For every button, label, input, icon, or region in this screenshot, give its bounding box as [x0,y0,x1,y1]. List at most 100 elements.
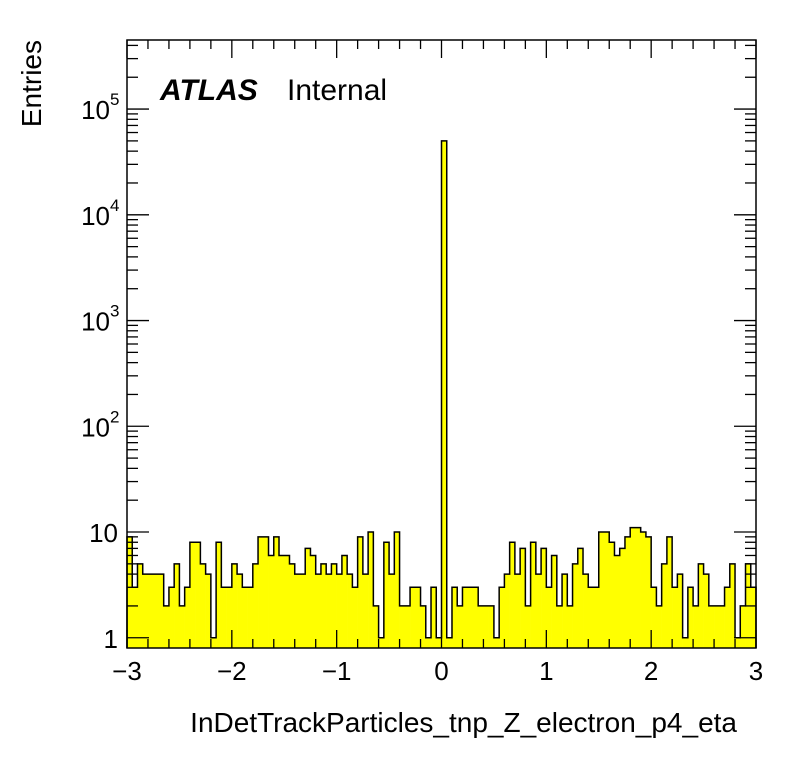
y-axis-title: Entries [16,40,47,127]
histogram-bin [425,637,432,648]
x-axis: −3 −2 −1 0 1 2 3 [112,40,763,686]
histogram-bin [504,574,510,648]
histogram-bin [551,555,558,648]
histogram-bin [588,587,594,648]
histogram-bin [635,527,641,648]
histogram-bin [195,542,201,648]
histogram-bin [556,605,563,648]
histogram-bin [583,574,589,648]
histogram-bin [630,527,636,648]
y-tick-exponent: 3 [110,302,119,321]
histogram-bin [672,587,678,648]
histogram-bin [153,574,159,648]
histogram-bin [520,548,526,648]
histogram-bin [457,605,463,648]
histogram-bin [415,587,421,648]
histogram-bin [436,637,442,648]
histogram-bin [127,536,133,648]
histogram-bin [724,587,731,648]
histogram-bin [320,563,327,648]
histogram-bin [493,637,500,648]
histogram-bin [294,574,301,648]
histogram-bin [299,574,306,648]
histogram-bin [231,563,238,648]
histogram-bin [226,587,233,648]
histogram-bin [289,563,296,648]
histogram-bin [609,542,615,648]
histogram-bin [603,532,610,648]
histogram-bin [488,605,495,648]
histogram-bin [210,637,217,648]
histogram-bin [237,574,243,648]
histogram-bars [127,140,757,648]
histogram-bin [703,574,710,648]
y-tick-label: 10 [81,307,110,337]
histogram-bin [750,587,757,648]
histogram-bin [263,536,269,648]
histogram-bin [168,587,175,648]
histogram-bin [525,605,531,648]
histogram-bin [598,532,605,648]
histogram-bin [708,605,715,648]
histogram-bin [336,574,343,648]
histogram-bin [651,587,657,648]
histogram-bin [373,605,379,648]
histogram-bin [189,542,196,648]
y-tick-label: 10 [81,412,110,442]
histogram-bin [184,587,191,648]
histogram-bin [541,548,547,648]
histogram-bin [619,548,626,648]
histogram-bin [572,563,579,648]
histogram-bin [577,548,584,648]
histogram-bin [357,536,364,648]
x-tick-label: −1 [322,656,352,686]
histogram-bin [310,555,316,648]
y-tick-label: 10 [81,95,110,125]
histogram-bin [677,574,683,648]
histogram-bin [446,637,453,648]
y-tick-label: 10 [81,201,110,231]
histogram-bin [562,574,568,648]
x-tick-label: −2 [217,656,247,686]
histogram-bin [242,587,248,648]
histogram-bin [221,587,227,648]
histogram-bin [483,605,489,648]
histogram-bin [305,548,311,648]
histogram-bin [352,587,358,648]
histogram-bin [467,587,474,648]
histogram-bin [383,542,390,648]
histogram-bin [404,605,411,648]
histogram-bin [478,605,484,648]
histogram-bin [399,605,406,648]
histogram-bin [614,555,621,648]
histogram-bin [687,587,694,648]
histogram-bin [279,555,285,648]
histogram-bin [273,536,280,648]
histogram-bin [431,587,437,648]
histogram-bin [163,605,170,648]
histogram-bin [535,574,542,648]
histogram-bin [451,587,458,648]
histogram-bin [714,605,720,648]
histogram-bin [682,637,689,648]
histogram-bin [530,542,537,648]
histogram-bin [624,536,631,648]
histogram-bin [640,532,647,648]
histogram-bin [509,542,516,648]
histogram-bin [514,574,521,648]
x-tick-label: 0 [434,656,448,686]
histogram-bin [258,536,264,648]
histogram-bin [378,637,385,648]
histogram-bin [200,563,206,648]
x-tick-label: 3 [749,656,763,686]
histogram-bin [142,574,149,648]
y-tick-exponent: 5 [110,90,119,109]
histogram-bin [315,574,322,648]
x-tick-label: 1 [539,656,553,686]
y-tick-exponent: 2 [110,407,119,426]
histogram-bin [137,563,144,648]
histogram-bin [347,574,353,648]
histogram-bin [326,574,332,648]
